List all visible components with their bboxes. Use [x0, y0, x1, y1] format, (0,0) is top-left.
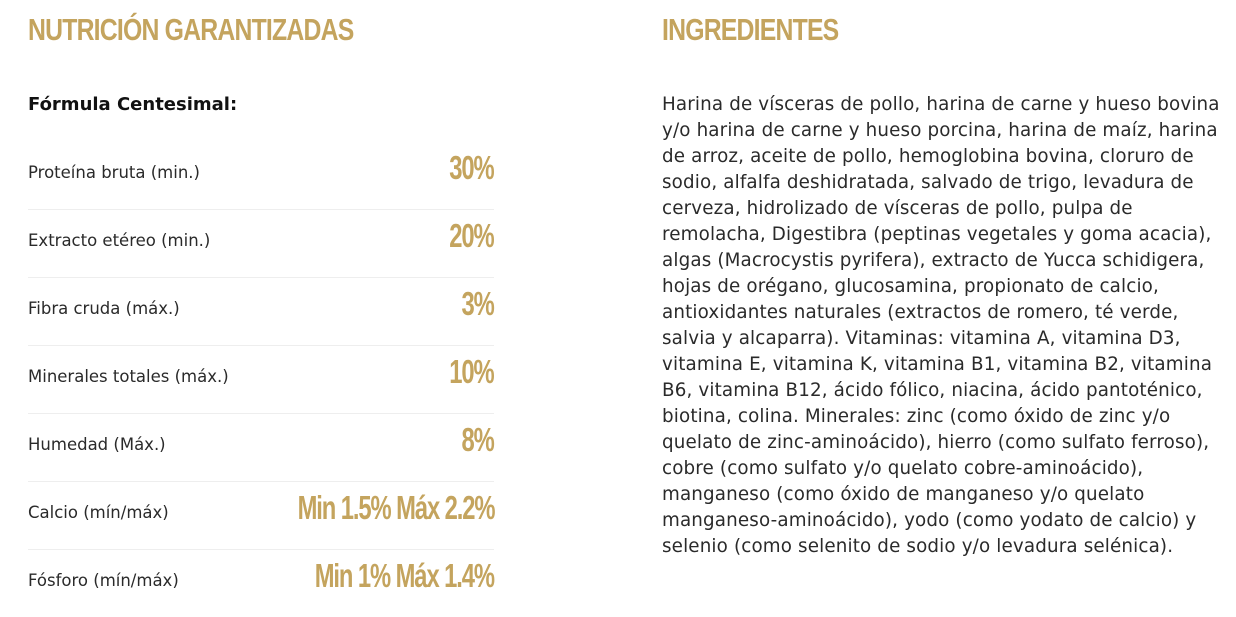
formula-subtitle: Fórmula Centesimal:: [28, 94, 238, 115]
nutrition-label: Proteína bruta (min.): [28, 163, 200, 182]
nutrition-row-protein: Proteína bruta (min.) 30%: [28, 142, 495, 210]
nutrition-value: Min 1% Máx 1.4%: [314, 557, 495, 594]
nutrition-value: 10%: [449, 353, 495, 390]
nutrition-label: Humedad (Máx.): [28, 435, 166, 454]
nutrition-heading: NUTRICIÓN GARANTIZADAS: [28, 12, 354, 47]
nutrition-label: Minerales totales (máx.): [28, 367, 229, 386]
nutrition-label: Fibra cruda (máx.): [28, 299, 180, 318]
ingredients-paragraph: Harina de vísceras de pollo, harina de c…: [662, 94, 1220, 557]
nutrition-value: 20%: [449, 217, 495, 254]
nutrition-row-fat: Extracto etéreo (min.) 20%: [28, 210, 495, 278]
nutrition-label: Fósforo (mín/máx): [28, 571, 179, 590]
nutrition-label: Calcio (mín/máx): [28, 503, 169, 522]
nutrition-table: Proteína bruta (min.) 30% Extracto etére…: [28, 142, 495, 617]
nutrition-row-minerals: Minerales totales (máx.) 10%: [28, 346, 495, 414]
nutrition-value: 3%: [461, 285, 495, 322]
nutrition-value: 30%: [449, 149, 495, 186]
nutrition-row-fiber: Fibra cruda (máx.) 3%: [28, 278, 495, 346]
nutrition-value: 8%: [461, 421, 495, 458]
nutrition-row-phosphorus: Fósforo (mín/máx) Min 1% Máx 1.4%: [28, 550, 495, 617]
ingredients-heading: INGREDIENTES: [662, 12, 839, 47]
nutrition-label: Extracto etéreo (min.): [28, 231, 211, 250]
nutrition-row-moisture: Humedad (Máx.) 8%: [28, 414, 495, 482]
nutrition-row-calcium: Calcio (mín/máx) Min 1.5% Máx 2.2%: [28, 482, 495, 550]
nutrition-value: Min 1.5% Máx 2.2%: [297, 489, 495, 526]
